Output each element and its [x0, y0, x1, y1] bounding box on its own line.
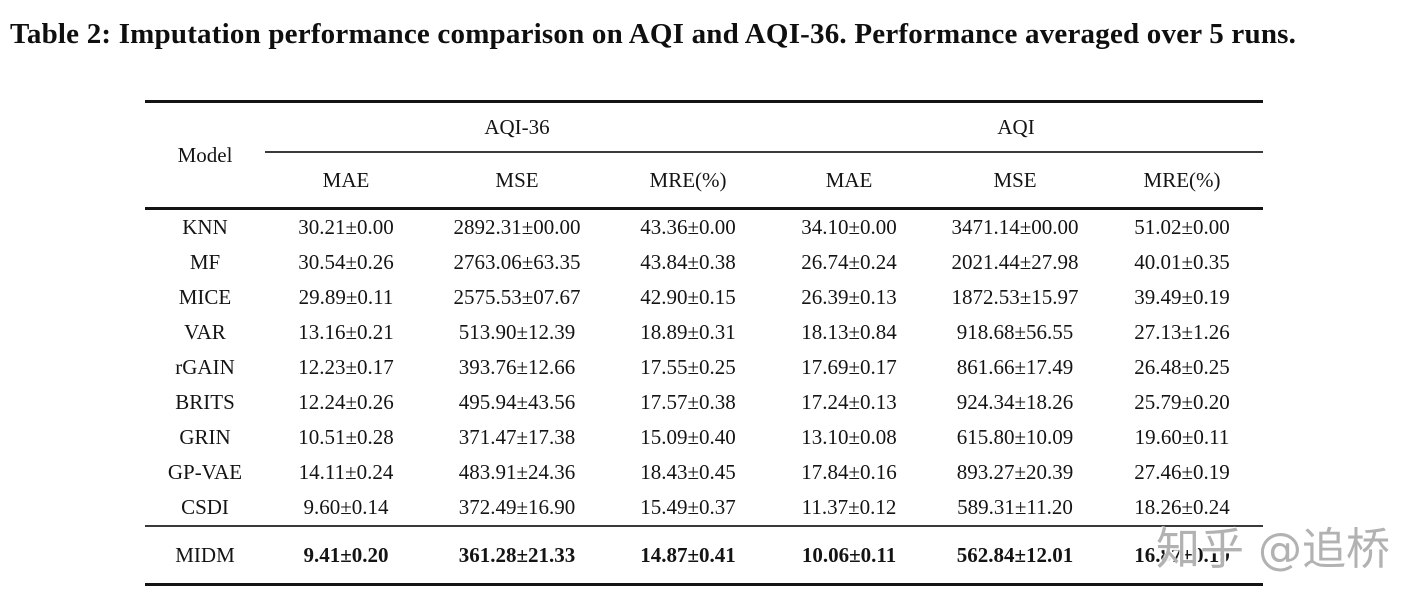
metric-value: 393.76±12.66 — [458, 355, 576, 379]
model-name: KNN — [182, 215, 228, 239]
group-header-aqi: AQI — [769, 101, 1264, 153]
metric-value: 9.60±0.14 — [303, 495, 389, 519]
model-name: MICE — [178, 285, 232, 309]
model-name: VAR — [184, 320, 226, 344]
table-row: KNN 30.21±0.00 2892.31±00.00 43.36±0.00 … — [145, 209, 1263, 246]
table-row: VAR 13.16±0.21 513.90±12.39 18.89±0.31 1… — [145, 315, 1263, 350]
metric-value: 615.80±10.09 — [956, 425, 1074, 449]
metric-value: 26.39±0.13 — [801, 285, 897, 309]
group-header-row: Model AQI-36 AQI — [145, 101, 1264, 210]
metric-value: 372.49±16.90 — [458, 495, 576, 519]
table-caption: Table 2: Imputation performance comparis… — [10, 18, 1297, 50]
metric-value: 2892.31±00.00 — [453, 215, 581, 239]
model-name: MIDM — [145, 525, 265, 585]
model-name: GP-VAE — [167, 460, 243, 484]
metric-value: 2021.44±27.98 — [951, 250, 1079, 274]
metric-value: 51.02±0.00 — [1134, 215, 1230, 239]
metric-value: 3471.14±00.00 — [951, 215, 1079, 239]
column-header-aqi-mae: MAE — [769, 152, 930, 210]
table-row: rGAIN 12.23±0.17 393.76±12.66 17.55±0.25… — [145, 350, 1263, 385]
imputation-performance-table: Model AQI-36 AQI MAE MSE MRE(%) MAE MSE … — [145, 100, 1264, 586]
metric-value: 25.79±0.20 — [1134, 390, 1230, 414]
table-row: GRIN 10.51±0.28 371.47±17.38 15.09±0.40 … — [145, 420, 1263, 455]
metric-value: 14.87±0.41 — [607, 525, 770, 585]
metric-value: 15.49±0.37 — [640, 495, 736, 519]
metric-value: 10.51±0.28 — [298, 425, 394, 449]
metric-value: 589.31±11.20 — [957, 495, 1073, 519]
metric-value: 361.28±21.33 — [427, 525, 607, 585]
metric-value: 12.24±0.26 — [298, 390, 394, 414]
column-header-model: Model — [145, 101, 265, 210]
metric-value: 26.48±0.25 — [1134, 355, 1230, 379]
metric-value: 11.37±0.12 — [801, 495, 897, 519]
metric-value: 12.23±0.17 — [298, 355, 394, 379]
group-header-aqi36: AQI-36 — [265, 101, 770, 153]
metric-value: 30.21±0.00 — [298, 215, 394, 239]
metric-value: 483.91±24.36 — [458, 460, 576, 484]
metric-value: 17.84±0.16 — [801, 460, 897, 484]
results-table: Model AQI-36 AQI MAE MSE MRE(%) MAE MSE … — [145, 100, 1264, 586]
metric-value: 17.55±0.25 — [640, 355, 736, 379]
metric-value: 918.68±56.55 — [956, 320, 1074, 344]
metric-value: 14.11±0.24 — [298, 460, 394, 484]
metric-value: 2763.06±63.35 — [453, 250, 581, 274]
metric-value: 42.90±0.15 — [640, 285, 736, 309]
metric-value: 29.89±0.11 — [298, 285, 394, 309]
metric-value: 562.84±12.01 — [929, 525, 1102, 585]
metric-value: 2575.53±07.67 — [453, 285, 581, 309]
metric-value: 17.69±0.17 — [801, 355, 897, 379]
metric-value: 19.60±0.11 — [1134, 425, 1230, 449]
metric-value: 1872.53±15.97 — [951, 285, 1079, 309]
column-header-aqi36-mse: MSE — [427, 152, 607, 210]
metric-value: 18.43±0.45 — [640, 460, 736, 484]
metric-value: 43.84±0.38 — [640, 250, 736, 274]
metric-value: 30.54±0.26 — [298, 250, 394, 274]
metric-value: 43.36±0.00 — [640, 215, 736, 239]
column-header-aqi36-mae: MAE — [265, 152, 427, 210]
table-row: MICE 29.89±0.11 2575.53±07.67 42.90±0.15… — [145, 280, 1263, 315]
metric-value: 893.27±20.39 — [956, 460, 1074, 484]
metric-value: 513.90±12.39 — [458, 320, 576, 344]
table-row: CSDI 9.60±0.14 372.49±16.90 15.49±0.37 1… — [145, 490, 1263, 526]
table-row: GP-VAE 14.11±0.24 483.91±24.36 18.43±0.4… — [145, 455, 1263, 490]
metric-value: 18.13±0.84 — [801, 320, 897, 344]
table-row-midm-best: MIDM 9.41±0.20 361.28±21.33 14.87±0.41 1… — [145, 525, 1264, 585]
table-row: BRITS 12.24±0.26 495.94±43.56 17.57±0.38… — [145, 385, 1263, 420]
column-header-aqi36-mre: MRE(%) — [607, 152, 770, 210]
metric-value: 15.09±0.40 — [640, 425, 736, 449]
metric-value: 18.89±0.31 — [640, 320, 736, 344]
metric-value: 39.49±0.19 — [1134, 285, 1230, 309]
metric-value: 40.01±0.35 — [1134, 250, 1230, 274]
metric-value: 371.47±17.38 — [458, 425, 576, 449]
model-name: BRITS — [175, 390, 235, 414]
model-name: CSDI — [181, 495, 229, 519]
column-header-aqi-mre: MRE(%) — [1101, 152, 1264, 210]
metric-header-row: MAE MSE MRE(%) MAE MSE MRE(%) — [145, 152, 1264, 210]
metric-value: 9.41±0.20 — [265, 525, 427, 585]
metric-value: 17.24±0.13 — [801, 390, 897, 414]
table-row: MF 30.54±0.26 2763.06±63.35 43.84±0.38 2… — [145, 245, 1263, 280]
metric-value: 34.10±0.00 — [801, 215, 897, 239]
model-name: MF — [189, 250, 221, 274]
zhihu-watermark: 知乎 @追桥 — [1156, 524, 1390, 575]
metric-value: 13.16±0.21 — [298, 320, 394, 344]
metric-value: 26.74±0.24 — [801, 250, 897, 274]
metric-value: 495.94±43.56 — [458, 390, 576, 414]
metric-value: 861.66±17.49 — [956, 355, 1074, 379]
metric-value: 27.46±0.19 — [1134, 460, 1230, 484]
metric-value: 10.06±0.11 — [769, 525, 930, 585]
model-name: GRIN — [179, 425, 231, 449]
metric-value: 17.57±0.38 — [640, 390, 736, 414]
column-header-aqi-mse: MSE — [929, 152, 1102, 210]
metric-value: 924.34±18.26 — [956, 390, 1074, 414]
metric-value: 13.10±0.08 — [801, 425, 897, 449]
model-name: rGAIN — [175, 355, 235, 379]
metric-value: 16.87±0.19 — [1101, 525, 1264, 585]
metric-value: 27.13±1.26 — [1134, 320, 1230, 344]
metric-value: 18.26±0.24 — [1134, 495, 1230, 519]
